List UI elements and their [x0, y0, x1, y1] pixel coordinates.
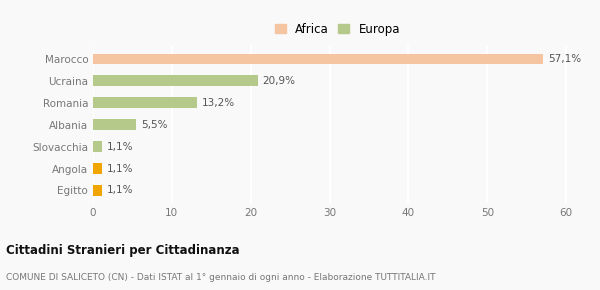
Text: 5,5%: 5,5% [141, 120, 167, 130]
Bar [93, 75, 258, 86]
Text: 57,1%: 57,1% [548, 54, 581, 64]
Text: 20,9%: 20,9% [263, 76, 296, 86]
Bar [93, 185, 101, 196]
Text: 13,2%: 13,2% [202, 98, 235, 108]
Bar [93, 163, 101, 174]
Bar [93, 97, 197, 108]
Text: 1,1%: 1,1% [106, 185, 133, 195]
Bar [93, 141, 101, 152]
Text: 1,1%: 1,1% [106, 164, 133, 173]
Bar [93, 119, 136, 130]
Text: COMUNE DI SALICETO (CN) - Dati ISTAT al 1° gennaio di ogni anno - Elaborazione T: COMUNE DI SALICETO (CN) - Dati ISTAT al … [6, 273, 436, 282]
Legend: Africa, Europa: Africa, Europa [271, 18, 404, 40]
Text: Cittadini Stranieri per Cittadinanza: Cittadini Stranieri per Cittadinanza [6, 244, 239, 257]
Bar [93, 54, 544, 64]
Text: 1,1%: 1,1% [106, 142, 133, 152]
